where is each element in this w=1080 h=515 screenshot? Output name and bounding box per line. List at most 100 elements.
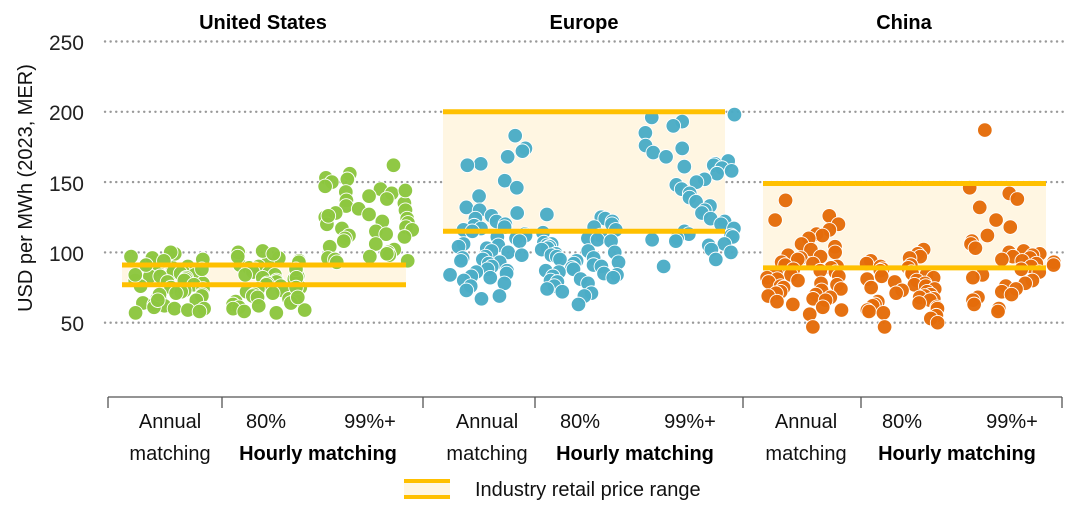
- data-point: [988, 212, 1004, 228]
- data-point: [658, 149, 674, 165]
- x-axis: [107, 396, 1063, 408]
- data-point: [570, 296, 587, 313]
- data-point: [979, 227, 996, 244]
- data-point: [790, 272, 806, 289]
- data-point: [472, 156, 489, 172]
- data-point: [966, 296, 982, 313]
- data-point: [861, 303, 877, 320]
- data-point: [977, 122, 993, 138]
- data-point: [1003, 286, 1020, 303]
- data-point: [539, 281, 555, 297]
- data-point: [990, 303, 1006, 320]
- data-point: [396, 229, 413, 245]
- data-point: [397, 182, 414, 199]
- data-point: [379, 191, 395, 207]
- data-point: [833, 281, 849, 297]
- retail-price-band-lines: [122, 109, 1046, 288]
- data-point: [875, 305, 892, 321]
- data-point: [767, 212, 783, 228]
- panel-title-united-states: United States: [199, 12, 327, 34]
- data-point: [1009, 191, 1026, 207]
- data-point: [514, 247, 530, 263]
- category-label-99: 99%+: [664, 411, 716, 433]
- data-point: [482, 269, 499, 286]
- category-label-hourly-matching: Hourly matching: [239, 443, 397, 465]
- data-point: [863, 279, 879, 296]
- data-point: [497, 172, 513, 189]
- data-point: [361, 206, 377, 223]
- data-point: [127, 267, 144, 283]
- data-point: [1002, 219, 1019, 235]
- data-point: [994, 251, 1010, 268]
- data-point: [929, 314, 946, 331]
- y-tick-label: 200: [49, 102, 84, 125]
- data-point: [873, 268, 890, 285]
- data-point: [499, 149, 516, 165]
- data-point: [509, 205, 525, 221]
- data-point: [290, 289, 306, 306]
- data-point: [644, 231, 660, 248]
- data-point: [888, 285, 904, 301]
- category-label-80: 80%: [246, 411, 286, 433]
- legend-label: Industry retail price range: [475, 479, 701, 501]
- y-tick-label: 250: [49, 32, 84, 55]
- y-axis-label: USD per MWh (2023, MER): [15, 64, 37, 312]
- data-point: [168, 285, 184, 301]
- data-point: [265, 246, 281, 262]
- legend-swatch-fill: [404, 480, 450, 496]
- data-point: [911, 295, 927, 311]
- data-point: [971, 199, 988, 216]
- category-labels: Annual matching 80% 99%+ Hourly matching Annu…: [129, 411, 1037, 465]
- data-point: [317, 178, 333, 195]
- category-label-80: 80%: [882, 411, 922, 433]
- data-point: [514, 143, 531, 159]
- panel-title-china: China: [876, 12, 932, 34]
- category-label-matching: matching: [765, 443, 846, 465]
- data-point: [674, 140, 690, 157]
- data-point: [827, 244, 843, 261]
- category-label-hourly-matching: Hourly matching: [556, 443, 714, 465]
- data-point: [442, 267, 458, 283]
- category-label-annual: Annual: [775, 411, 837, 433]
- y-tick-label: 150: [49, 173, 84, 196]
- data-point: [876, 319, 893, 335]
- data-point: [723, 244, 739, 261]
- data-point: [296, 302, 313, 318]
- data-point: [362, 248, 378, 265]
- data-point: [668, 233, 684, 249]
- data-point: [166, 300, 183, 317]
- data-point: [379, 246, 395, 262]
- data-point: [655, 258, 672, 275]
- data-point: [458, 282, 475, 299]
- data-point: [965, 269, 981, 286]
- data-point: [237, 267, 253, 283]
- data-point: [815, 299, 831, 315]
- category-label-matching: matching: [446, 443, 527, 465]
- category-label-annual: Annual: [139, 411, 201, 433]
- data-point: [676, 158, 693, 175]
- data-point: [785, 296, 801, 313]
- data-point: [473, 291, 490, 307]
- data-point: [1045, 257, 1062, 273]
- data-point: [453, 253, 469, 269]
- data-point: [191, 303, 208, 320]
- data-point: [665, 118, 682, 134]
- data-point: [320, 208, 337, 224]
- data-point: [268, 305, 285, 321]
- data-point: [491, 288, 508, 304]
- data-point: [265, 285, 281, 301]
- category-label-annual: Annual: [456, 411, 518, 433]
- data-point: [123, 248, 139, 265]
- data-point: [459, 157, 476, 173]
- data-point: [150, 292, 166, 308]
- data-point: [236, 303, 252, 320]
- data-point: [814, 227, 831, 244]
- data-point: [378, 226, 394, 242]
- data-point: [805, 319, 821, 335]
- data-point: [967, 240, 984, 256]
- data-point: [368, 236, 384, 252]
- data-point: [507, 127, 523, 144]
- data-point: [605, 269, 621, 286]
- y-tick-label: 50: [61, 313, 84, 336]
